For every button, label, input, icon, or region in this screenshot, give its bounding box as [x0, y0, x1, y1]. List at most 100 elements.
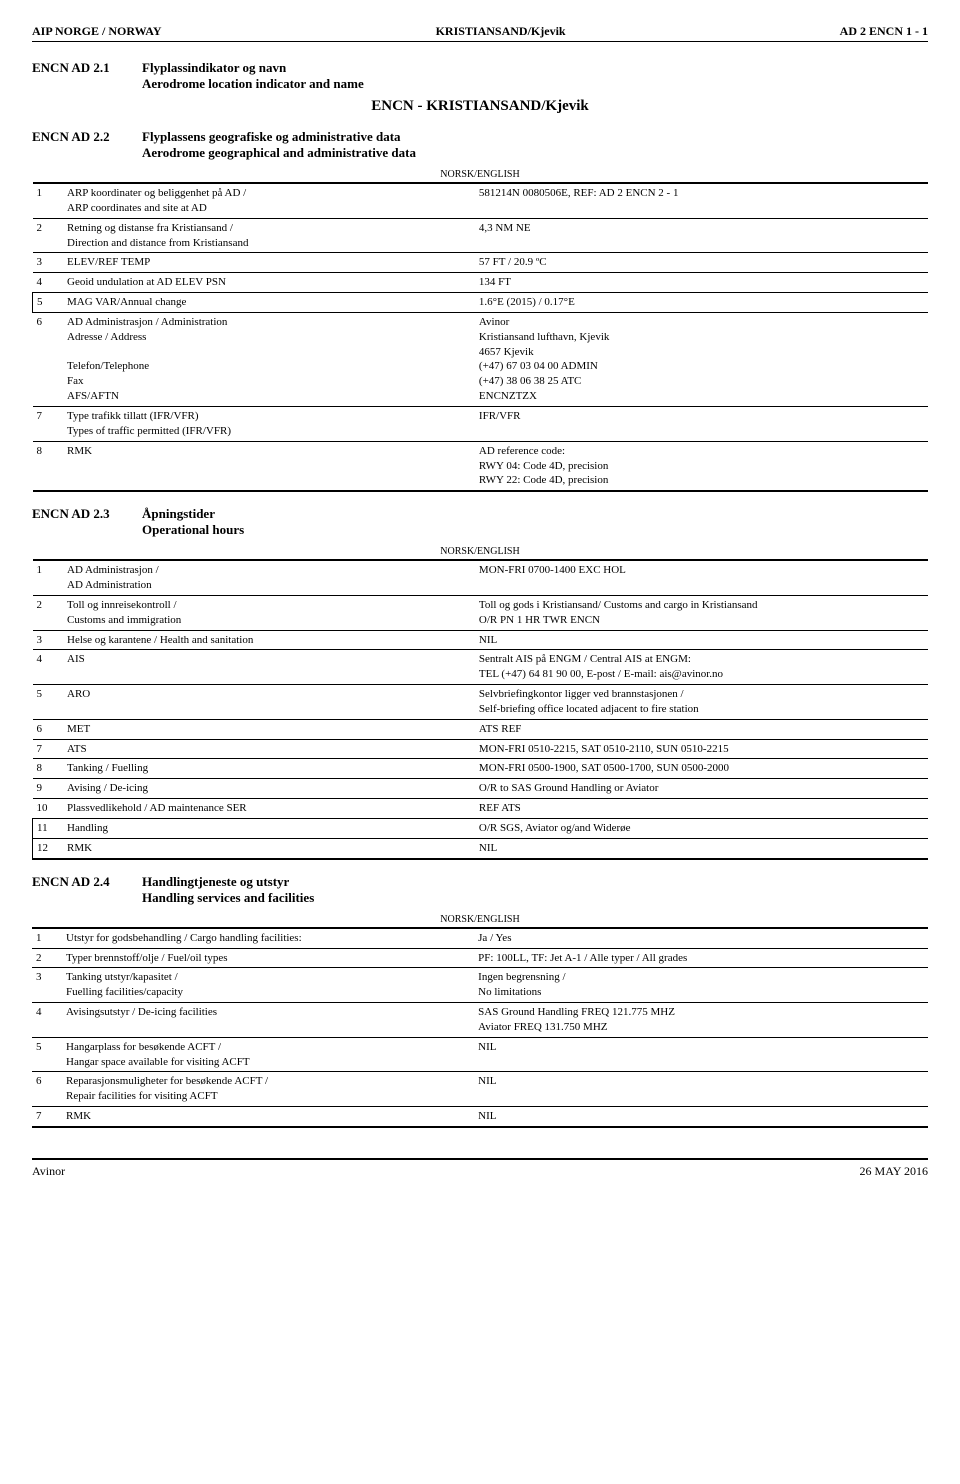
table-row: 4Avisingsutstyr / De-icing facilitiesSAS… — [32, 1003, 928, 1038]
row-label: RMK — [63, 441, 475, 491]
row-label: Tanking / Fuelling — [63, 759, 475, 779]
table-row: 1AD Administrasjon / AD AdministrationMO… — [33, 560, 929, 595]
table-row: 8Tanking / FuellingMON-FRI 0500-1900, SA… — [33, 759, 929, 779]
table-row: 12RMKNIL — [33, 838, 929, 858]
row-num: 2 — [32, 948, 62, 968]
section-2-4-head: ENCN AD 2.4 Handlingtjeneste og utstyr H… — [32, 874, 928, 906]
section-2-2-title: Flyplassens geografiske og administrativ… — [142, 129, 416, 161]
table-row: 7Type trafikk tillatt (IFR/VFR) Types of… — [33, 406, 929, 441]
table-2-4: 1Utstyr for godsbehandling / Cargo handl… — [32, 927, 928, 1128]
section-2-4-num: ENCN AD 2.4 — [32, 874, 142, 890]
section-2-1-head: ENCN AD 2.1 Flyplassindikator og navn Ae… — [32, 60, 928, 92]
row-label: AIS — [63, 650, 475, 685]
row-num: 4 — [33, 273, 64, 293]
row-label: Typer brennstoff/olje / Fuel/oil types — [62, 948, 474, 968]
table-row: 8RMKAD reference code: RWY 04: Code 4D, … — [33, 441, 929, 491]
table-row: 9Avising / De-icingO/R to SAS Ground Han… — [33, 779, 929, 799]
row-value: ATS REF — [475, 719, 928, 739]
row-num: 7 — [33, 739, 64, 759]
row-label: Helse og karantene / Health and sanitati… — [63, 630, 475, 650]
row-label: AD Administrasjon / Administration Adres… — [63, 312, 475, 406]
footer-left: Avinor — [32, 1164, 65, 1179]
row-label: Tanking utstyr/kapasitet / Fuelling faci… — [62, 968, 474, 1003]
table-2-2-caption: NORSK/ENGLISH — [32, 167, 928, 182]
header-left: AIP NORGE / NORWAY — [32, 24, 162, 39]
row-label: Avising / De-icing — [63, 779, 475, 799]
row-value: NIL — [475, 838, 928, 858]
row-num: 11 — [33, 819, 64, 839]
section-2-3-head: ENCN AD 2.3 Åpningstider Operational hou… — [32, 506, 928, 538]
row-num: 6 — [33, 719, 64, 739]
row-value: MON-FRI 0700-1400 EXC HOL — [475, 560, 928, 595]
table-row: 5Hangarplass for besøkende ACFT / Hangar… — [32, 1037, 928, 1072]
header-center: KRISTIANSAND/Kjevik — [436, 24, 566, 39]
row-value: O/R to SAS Ground Handling or Aviator — [475, 779, 928, 799]
row-num: 2 — [33, 218, 64, 253]
table-row: 2Typer brennstoff/olje / Fuel/oil typesP… — [32, 948, 928, 968]
table-row: 7RMKNIL — [32, 1107, 928, 1127]
row-num: 4 — [32, 1003, 62, 1038]
row-value: MON-FRI 0510-2215, SAT 0510-2110, SUN 05… — [475, 739, 928, 759]
row-label: MAG VAR/Annual change — [63, 293, 475, 313]
row-label: Retning og distanse fra Kristiansand / D… — [63, 218, 475, 253]
row-num: 4 — [33, 650, 64, 685]
row-label: Hangarplass for besøkende ACFT / Hangar … — [62, 1037, 474, 1072]
table-row: 3ELEV/REF TEMP57 FT / 20.9 ºC — [33, 253, 929, 273]
row-label: RMK — [62, 1107, 474, 1127]
row-num: 3 — [33, 630, 64, 650]
table-row: 4AISSentralt AIS på ENGM / Central AIS a… — [33, 650, 929, 685]
row-num: 8 — [33, 441, 64, 491]
table-row: 7ATSMON-FRI 0510-2215, SAT 0510-2110, SU… — [33, 739, 929, 759]
row-value: SAS Ground Handling FREQ 121.775 MHZ Avi… — [474, 1003, 928, 1038]
table-row: 2Retning og distanse fra Kristiansand / … — [33, 218, 929, 253]
row-label: Toll og innreisekontroll / Customs and i… — [63, 595, 475, 630]
section-2-1-num: ENCN AD 2.1 — [32, 60, 142, 76]
row-label: RMK — [63, 838, 475, 858]
footer-right: 26 MAY 2016 — [860, 1164, 928, 1179]
row-num: 9 — [33, 779, 64, 799]
row-value: 4,3 NM NE — [475, 218, 928, 253]
section-2-3-title: Åpningstider Operational hours — [142, 506, 244, 538]
table-row: 2Toll og innreisekontroll / Customs and … — [33, 595, 929, 630]
row-label: Type trafikk tillatt (IFR/VFR) Types of … — [63, 406, 475, 441]
row-value: Selvbriefingkontor ligger ved brannstasj… — [475, 685, 928, 720]
row-value: MON-FRI 0500-1900, SAT 0500-1700, SUN 05… — [475, 759, 928, 779]
section-2-2-head: ENCN AD 2.2 Flyplassens geografiske og a… — [32, 129, 928, 161]
row-label: Avisingsutstyr / De-icing facilities — [62, 1003, 474, 1038]
row-num: 12 — [33, 838, 64, 858]
row-label: ARO — [63, 685, 475, 720]
row-num: 6 — [32, 1072, 62, 1107]
row-value: Sentralt AIS på ENGM / Central AIS at EN… — [475, 650, 928, 685]
row-value: 57 FT / 20.9 ºC — [475, 253, 928, 273]
section-2-1-title: Flyplassindikator og navn Aerodrome loca… — [142, 60, 364, 92]
row-label: AD Administrasjon / AD Administration — [63, 560, 475, 595]
table-row: 3Helse og karantene / Health and sanitat… — [33, 630, 929, 650]
section-2-4-title: Handlingtjeneste og utstyr Handling serv… — [142, 874, 314, 906]
row-label: ATS — [63, 739, 475, 759]
row-value: Ja / Yes — [474, 928, 928, 948]
row-num: 5 — [33, 685, 64, 720]
row-value: Toll og gods i Kristiansand/ Customs and… — [475, 595, 928, 630]
row-label: Plassvedlikehold / AD maintenance SER — [63, 799, 475, 819]
table-2-3-caption: NORSK/ENGLISH — [32, 544, 928, 559]
table-row: 5MAG VAR/Annual change1.6°E (2015) / 0.1… — [33, 293, 929, 313]
table-row: 10Plassvedlikehold / AD maintenance SERR… — [33, 799, 929, 819]
row-num: 5 — [32, 1037, 62, 1072]
section-2-3-num: ENCN AD 2.3 — [32, 506, 142, 522]
row-num: 3 — [32, 968, 62, 1003]
row-num: 1 — [33, 183, 64, 218]
section-2-2-num: ENCN AD 2.2 — [32, 129, 142, 145]
table-row: 1ARP koordinater og beliggenhet på AD / … — [33, 183, 929, 218]
table-row: 1Utstyr for godsbehandling / Cargo handl… — [32, 928, 928, 948]
row-num: 1 — [32, 928, 62, 948]
row-value: NIL — [474, 1107, 928, 1127]
row-label: ELEV/REF TEMP — [63, 253, 475, 273]
table-row: 4Geoid undulation at AD ELEV PSN134 FT — [33, 273, 929, 293]
row-label: Geoid undulation at AD ELEV PSN — [63, 273, 475, 293]
row-value: O/R SGS, Aviator og/and Widerøe — [475, 819, 928, 839]
row-num: 10 — [33, 799, 64, 819]
row-num: 7 — [32, 1107, 62, 1127]
row-value: AD reference code: RWY 04: Code 4D, prec… — [475, 441, 928, 491]
page-footer: Avinor 26 MAY 2016 — [32, 1158, 928, 1179]
page-header: AIP NORGE / NORWAY KRISTIANSAND/Kjevik A… — [32, 24, 928, 42]
